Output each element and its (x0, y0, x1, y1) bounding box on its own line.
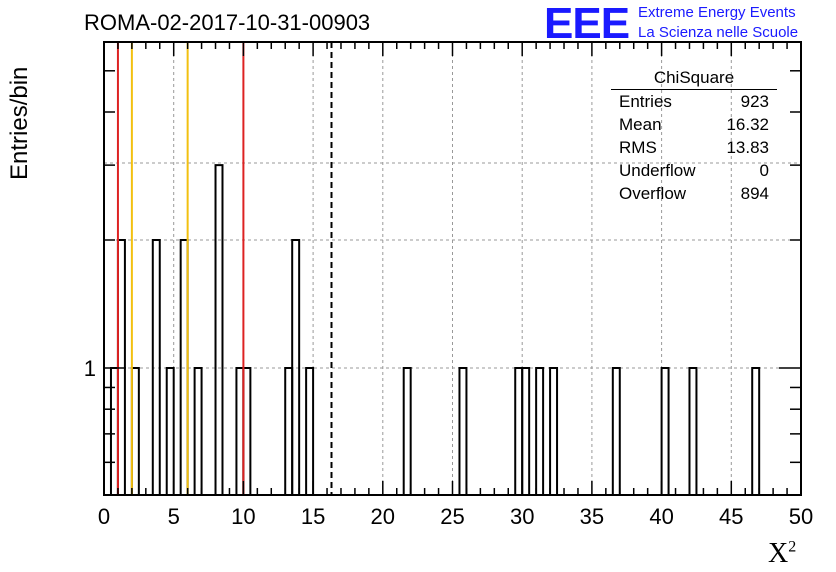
histogram-bin (402, 367, 412, 495)
histogram-bin (688, 367, 698, 495)
histogram-bin (193, 367, 203, 495)
x-tick-label: 30 (510, 504, 534, 529)
histogram-bin (214, 164, 224, 495)
histogram-bin (284, 367, 294, 495)
x-tick-label: 50 (789, 504, 813, 529)
histogram-bin (242, 367, 252, 495)
stats-row-entries: Entries 923 (619, 92, 769, 111)
eee-logo: EEE (544, 0, 630, 48)
logo-line-1: Extreme Energy Events (638, 4, 796, 21)
histogram-bin (130, 367, 140, 495)
histogram-bin (549, 367, 559, 495)
x-tick-label: 5 (168, 504, 180, 529)
x-tick-label: 15 (301, 504, 325, 529)
histogram-bin (521, 367, 531, 495)
x-tick-label: 35 (580, 504, 604, 529)
x-tick-label: 20 (371, 504, 395, 529)
histogram-bin (611, 367, 621, 495)
histogram-bin (305, 367, 315, 495)
histogram-bin (458, 367, 468, 495)
histogram-bin (751, 367, 761, 495)
stats-row-underflow: Underflow 0 (619, 161, 769, 180)
chart-title: ROMA-02-2017-10-31-00903 (84, 10, 371, 35)
histogram-bin (514, 367, 524, 495)
stats-row-overflow: Overflow 894 (619, 184, 769, 203)
x-tick-label: 25 (440, 504, 464, 529)
logo-line-2: La Scienza nelle Scuole (638, 24, 799, 41)
histogram-bin (535, 367, 545, 495)
histogram-bin (151, 239, 161, 495)
stats-box-name: ChiSquare (611, 66, 777, 90)
y-tick-label: 1 (84, 356, 96, 381)
x-tick-label: 10 (231, 504, 255, 529)
x-tick-label: 0 (98, 504, 110, 529)
x-axis-label: X2 (768, 538, 797, 569)
x-tick-label: 40 (649, 504, 673, 529)
stats-box: ChiSquare Entries 923 Mean 16.32 RMS 13.83 … (611, 66, 777, 205)
x-tick-label: 45 (719, 504, 743, 529)
stats-row-rms: RMS 13.83 (619, 138, 769, 157)
histogram-bin (235, 367, 245, 495)
histogram-bin (660, 367, 670, 495)
histogram-bin (291, 239, 301, 495)
histogram-bin (165, 367, 175, 495)
stats-row-mean: Mean 16.32 (619, 115, 769, 134)
